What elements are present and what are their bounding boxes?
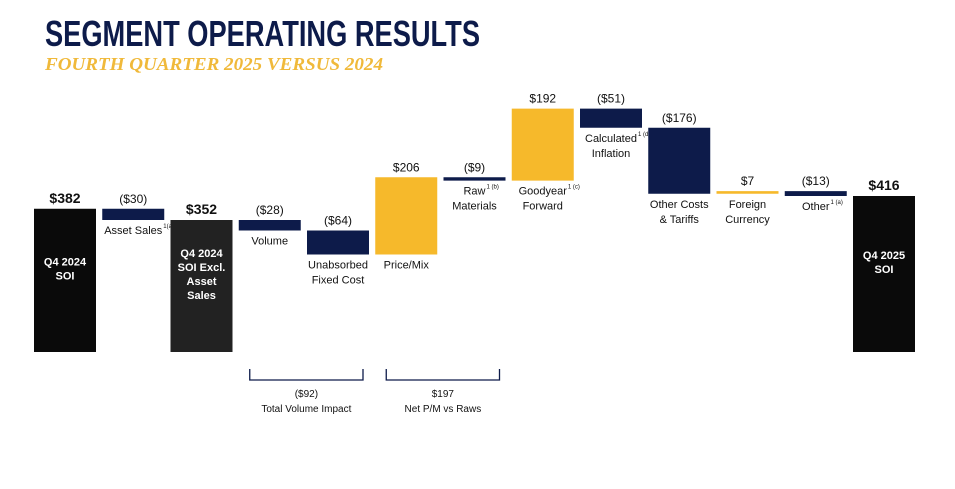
footnote-marker: 1 (a) xyxy=(831,200,843,206)
category-label: Q4 2024 SOI xyxy=(44,256,87,282)
category-label: Calculated Inflation xyxy=(585,133,637,160)
bar xyxy=(238,220,301,231)
category-label: Raw Materials xyxy=(452,186,497,213)
bracket xyxy=(385,369,501,381)
value-label: $416 xyxy=(868,177,899,193)
bar xyxy=(307,230,369,255)
bar xyxy=(648,127,711,194)
annotation-text: Total Volume Impact xyxy=(261,404,351,415)
value-label: $7 xyxy=(741,174,755,188)
chart-subtitle: FOURTH QUARTER 2025 VERSUS 2024 xyxy=(44,54,383,74)
value-label: $352 xyxy=(186,201,217,217)
category-label: Unabsorbed Fixed Cost xyxy=(308,260,368,287)
annotation-value: ($92) xyxy=(295,389,318,400)
chart-title: SEGMENT OPERATING RESULTS xyxy=(45,13,480,54)
category-label: Price/Mix xyxy=(384,260,430,272)
value-label: ($64) xyxy=(324,214,352,228)
value-label: ($176) xyxy=(662,111,697,125)
bar xyxy=(443,177,506,181)
bar xyxy=(784,191,847,196)
footnote-marker: 1 (c) xyxy=(568,185,580,191)
annotation-text: Net P/M vs Raws xyxy=(405,404,482,415)
value-label: $192 xyxy=(529,92,556,106)
inbar-label-group: Q4 2024 SOI xyxy=(44,256,87,282)
category-label: Q4 2025 SOI xyxy=(863,250,905,276)
footnote-marker: 1 (b) xyxy=(487,185,499,191)
value-label: ($28) xyxy=(256,203,284,217)
inbar-label-group: Q4 2025 SOI xyxy=(863,250,905,276)
bar xyxy=(170,220,233,352)
annotation-value: $197 xyxy=(432,389,455,400)
bar xyxy=(853,196,915,352)
category-label: Volume xyxy=(251,236,288,248)
category-label: Q4 2024 SOI Excl. Asset Sales xyxy=(178,248,226,302)
category-label: Other xyxy=(802,201,830,213)
footnote-marker: 1(a) xyxy=(163,224,174,230)
bar xyxy=(716,191,779,194)
value-label: $206 xyxy=(393,160,420,174)
value-label: ($9) xyxy=(464,160,485,174)
category-label: Asset Sales xyxy=(104,225,163,237)
bracket xyxy=(249,369,364,381)
bar xyxy=(34,208,96,352)
category-label: Other Costs & Tariffs xyxy=(650,199,709,226)
footnote-marker: 1 (d) xyxy=(638,132,650,138)
bar xyxy=(511,108,574,181)
bar xyxy=(375,177,438,255)
value-label: ($13) xyxy=(802,174,830,188)
value-label: ($51) xyxy=(597,92,625,106)
category-label: Goodyear Forward xyxy=(519,186,568,213)
value-label: $382 xyxy=(49,190,80,206)
bar xyxy=(102,208,165,220)
bar xyxy=(580,108,642,128)
value-label: ($30) xyxy=(119,192,147,206)
category-label: Foreign Currency xyxy=(725,199,770,226)
inbar-label-group: Q4 2024 SOI Excl. Asset Sales xyxy=(178,248,226,302)
